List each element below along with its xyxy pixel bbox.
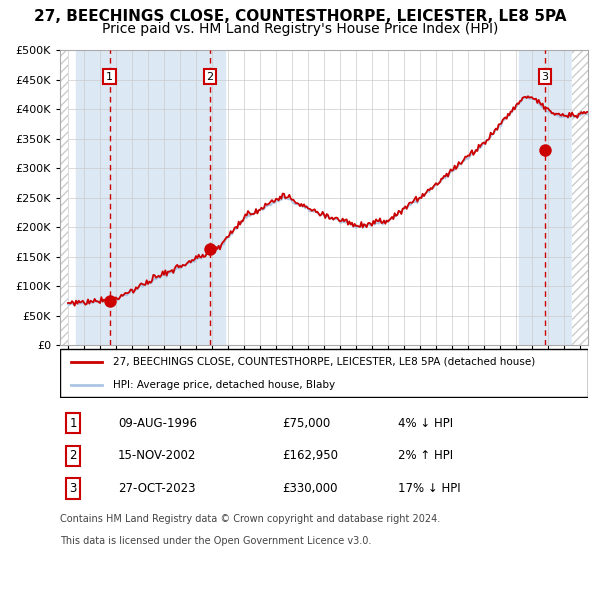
Text: 27-OCT-2023: 27-OCT-2023 [118, 482, 196, 495]
Text: 4% ↓ HPI: 4% ↓ HPI [398, 417, 453, 430]
Text: Contains HM Land Registry data © Crown copyright and database right 2024.: Contains HM Land Registry data © Crown c… [60, 513, 440, 523]
Text: 2% ↑ HPI: 2% ↑ HPI [398, 449, 453, 463]
Bar [519, 50, 588, 345]
Text: 27, BEECHINGS CLOSE, COUNTESTHORPE, LEICESTER, LE8 5PA: 27, BEECHINGS CLOSE, COUNTESTHORPE, LEIC… [34, 9, 566, 24]
Text: £75,000: £75,000 [282, 417, 330, 430]
Text: 3: 3 [542, 72, 548, 81]
Text: 1: 1 [106, 72, 113, 81]
Text: 1: 1 [70, 417, 77, 430]
Text: This data is licensed under the Open Government Licence v3.0.: This data is licensed under the Open Gov… [60, 536, 371, 546]
Text: 27, BEECHINGS CLOSE, COUNTESTHORPE, LEICESTER, LE8 5PA (detached house): 27, BEECHINGS CLOSE, COUNTESTHORPE, LEIC… [113, 356, 535, 366]
Bar [76, 50, 225, 345]
Text: Price paid vs. HM Land Registry's House Price Index (HPI): Price paid vs. HM Land Registry's House … [102, 22, 498, 36]
Text: 15-NOV-2002: 15-NOV-2002 [118, 449, 196, 463]
Text: £162,950: £162,950 [282, 449, 338, 463]
Text: 17% ↓ HPI: 17% ↓ HPI [398, 482, 461, 495]
Text: HPI: Average price, detached house, Blaby: HPI: Average price, detached house, Blab… [113, 380, 335, 390]
Text: 2: 2 [206, 72, 214, 81]
Bar [60, 50, 68, 345]
Text: 09-AUG-1996: 09-AUG-1996 [118, 417, 197, 430]
FancyBboxPatch shape [60, 349, 588, 397]
Bar [572, 50, 588, 345]
Text: £330,000: £330,000 [282, 482, 337, 495]
Text: 3: 3 [70, 482, 77, 495]
Text: 2: 2 [70, 449, 77, 463]
